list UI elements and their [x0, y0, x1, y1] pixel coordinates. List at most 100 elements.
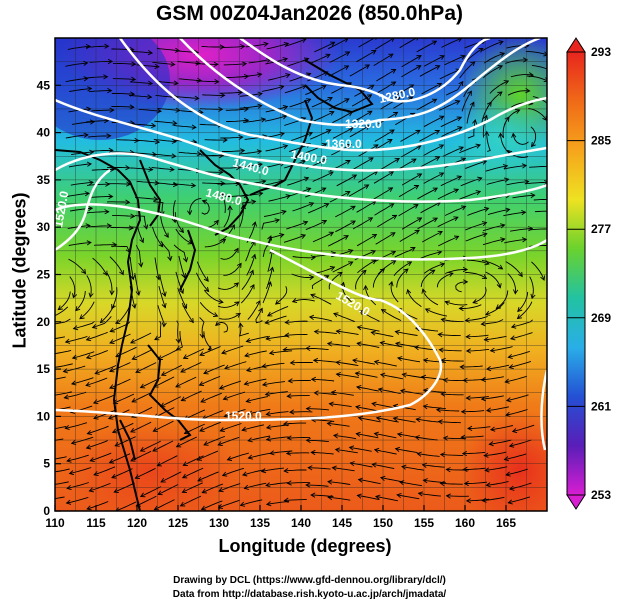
streamline-arrow: [249, 269, 254, 275]
streamline: [132, 123, 156, 127]
streamline: [464, 481, 488, 485]
streamline-arrow: [432, 217, 439, 223]
streamline: [244, 378, 267, 385]
streamline-arrow: [114, 319, 121, 325]
streamline: [466, 102, 475, 124]
streamline-arrow: [66, 484, 72, 491]
streamline-arrow: [256, 149, 263, 155]
streamline: [438, 421, 461, 424]
streamline-arrow: [308, 202, 315, 207]
streamline-arrow: [310, 376, 317, 382]
streamline: [455, 281, 468, 293]
streamline-arrow: [530, 192, 536, 199]
streamline-arrow: [161, 322, 167, 328]
streamline: [262, 281, 272, 304]
streamline-arrow: [510, 323, 517, 329]
streamline-arrow: [138, 262, 144, 268]
streamline-arrow: [327, 479, 333, 485]
streamline: [58, 291, 71, 310]
streamline-arrow: [460, 157, 467, 163]
streamline-arrow: [500, 237, 506, 243]
streamline: [267, 234, 284, 247]
streamline-arrow: [432, 187, 439, 193]
streamline-arrow: [371, 401, 377, 407]
y-tick-label: 45: [37, 78, 51, 92]
streamline-arrow: [175, 382, 181, 388]
streamline: [292, 256, 316, 259]
streamline: [75, 290, 86, 311]
streamline-arrow: [108, 193, 114, 200]
streamline-arrow: [456, 175, 463, 181]
x-tick-label: 115: [86, 516, 106, 530]
streamline-arrow: [465, 498, 472, 504]
streamline: [490, 346, 513, 352]
streamline-arrow: [70, 439, 77, 446]
streamline: [485, 466, 508, 471]
streamline-arrow: [483, 336, 489, 343]
streamline: [95, 365, 117, 375]
streamline: [506, 394, 529, 402]
streamline-arrow: [371, 234, 378, 239]
streamline-arrow: [390, 232, 396, 237]
streamline: [65, 77, 88, 83]
streamline-arrow: [503, 80, 510, 85]
streamline: [283, 422, 307, 425]
streamline: [223, 263, 242, 276]
streamline: [465, 233, 487, 242]
streamline: [202, 483, 224, 494]
streamline: [219, 313, 241, 320]
streamline: [308, 203, 329, 214]
streamline: [332, 261, 353, 273]
streamline-arrow: [239, 148, 246, 154]
streamline-arrow: [244, 352, 250, 358]
streamline-arrow: [310, 492, 316, 498]
streamline: [285, 334, 308, 336]
streamline-arrow: [251, 221, 257, 227]
streamline: [336, 330, 359, 335]
streamline-arrow: [43, 498, 47, 502]
streamline-arrow: [266, 311, 273, 317]
streamline-arrow: [481, 221, 488, 227]
streamline-arrow: [169, 166, 175, 172]
streamline-arrow: [109, 327, 115, 333]
streamline-arrow: [462, 279, 469, 285]
streamline-arrow: [189, 317, 194, 324]
streamline-arrow: [444, 300, 450, 306]
colorbar-label: 293: [591, 45, 611, 59]
streamline: [489, 80, 509, 94]
streamline: [291, 273, 314, 278]
streamline-arrow: [462, 377, 468, 383]
streamline: [336, 361, 359, 367]
streamline-arrow: [431, 98, 438, 104]
streamline: [85, 377, 108, 386]
streamline-arrow: [553, 209, 557, 213]
streamline: [459, 304, 482, 309]
streamline: [66, 496, 89, 504]
streamline-arrow: [85, 354, 92, 360]
streamline: [68, 242, 91, 246]
streamline-arrow: [147, 94, 153, 100]
streamline: [239, 73, 262, 78]
streamline: [224, 361, 247, 370]
streamline-arrow: [157, 490, 163, 496]
streamline-arrow: [269, 450, 275, 456]
streamline: [375, 495, 398, 502]
streamline-arrow: [517, 271, 523, 278]
streamline: [286, 452, 310, 454]
streamline-arrow: [286, 435, 292, 441]
streamline: [240, 284, 255, 304]
streamline: [306, 347, 329, 351]
streamline: [88, 225, 112, 228]
contour-label: 1320.0: [345, 117, 382, 131]
streamline: [200, 392, 222, 403]
streamline-arrow: [373, 431, 379, 437]
streamline: [223, 206, 231, 228]
streamline-arrow: [94, 369, 100, 375]
streamline-arrow: [160, 477, 166, 483]
streamline: [129, 95, 152, 98]
streamline: [481, 319, 504, 325]
streamline-arrow: [422, 387, 429, 394]
streamline-arrow: [44, 427, 48, 431]
streamline-arrow: [245, 337, 251, 343]
